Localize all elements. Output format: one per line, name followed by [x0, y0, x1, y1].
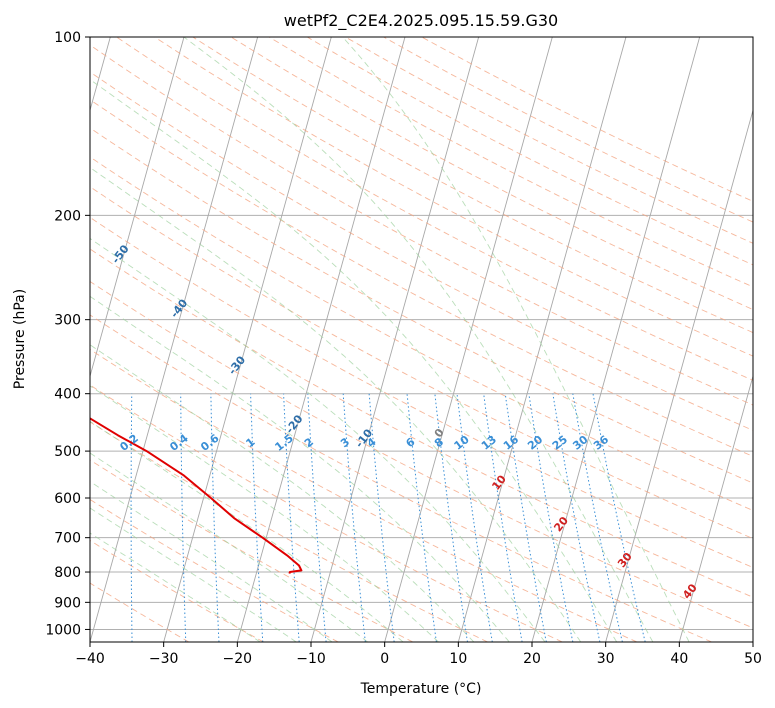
mixing-ratio-line	[552, 393, 601, 642]
axis-ticks: −40 −30 −20 −10 0 10 20 30 40 50 100 200 300 400 500 60…	[45, 30, 762, 667]
mixing-ratio-line	[456, 393, 493, 642]
isotherm-line	[531, 37, 701, 642]
temperature-profile-line	[90, 417, 303, 574]
y-tick-label: 600	[54, 491, 81, 507]
y-tick-label: 800	[54, 565, 81, 581]
x-tick-label: 0	[380, 651, 389, 667]
dry-adiabat	[116, 37, 753, 381]
dry-adiabat	[421, 37, 753, 202]
dry-adiabat	[90, 348, 638, 642]
dry-adiabat	[90, 421, 488, 642]
mixing-ratio-line	[483, 393, 523, 642]
moist-adiabat	[90, 295, 510, 642]
dry-adiabat	[230, 37, 753, 311]
mixing-ratio-line	[528, 393, 574, 642]
background-lines	[82, 37, 753, 642]
x-tick-label: −20	[223, 651, 253, 667]
moist-adiabat	[183, 37, 654, 642]
mixing-ratio-line	[572, 393, 623, 642]
isotherm-line	[163, 37, 332, 642]
dry-adiabat	[90, 44, 753, 406]
dry-adiabat	[307, 37, 753, 266]
plot-frame	[89, 36, 754, 643]
isotherm-line	[752, 640, 753, 642]
isotherm-line	[605, 108, 753, 642]
mixing-ratio-line	[210, 393, 220, 642]
dry-adiabat	[90, 459, 414, 642]
moist-adiabat	[90, 385, 439, 642]
moist-adiabat	[90, 420, 404, 642]
isotherm-line	[90, 37, 259, 642]
isotherm-line	[236, 37, 406, 642]
plot-background	[90, 37, 753, 642]
mixing-ratio-line	[592, 393, 646, 642]
chart-title: wetPf2_C2E4.2025.095.15.59.G30	[284, 11, 558, 31]
mixing-ratio-line	[504, 393, 547, 642]
y-tick-label: 900	[54, 595, 81, 611]
moist-adiabat	[90, 344, 475, 642]
moist-adiabat	[90, 237, 546, 642]
x-tick-label: −30	[149, 651, 179, 667]
mixing-ratio-line	[180, 393, 187, 642]
mixing-ratio-line	[307, 393, 327, 642]
dry-adiabat	[268, 37, 753, 288]
y-tick-label: 100	[54, 30, 81, 46]
isotherm-line	[384, 37, 553, 642]
isotherm-line	[678, 374, 753, 642]
isotherm-line	[90, 37, 185, 378]
dry-adiabat	[154, 37, 753, 357]
y-tick-label: 300	[54, 313, 81, 329]
x-tick-label: 10	[449, 651, 467, 667]
x-tick-label: −40	[75, 651, 105, 667]
x-tick-label: 50	[744, 651, 762, 667]
mixing-ratio-line	[250, 393, 264, 642]
dry-adiabat	[90, 99, 753, 457]
x-axis-label: Temperature (°C)	[360, 681, 482, 697]
mixing-ratio-line	[283, 393, 300, 642]
dry-adiabat	[90, 127, 753, 484]
y-tick-label: 700	[54, 531, 81, 547]
x-tick-label: 20	[523, 651, 541, 667]
moist-adiabat	[342, 37, 690, 642]
mixing-ratio-line	[82, 394, 86, 642]
moist-adiabat	[90, 480, 333, 642]
dry-adiabat	[90, 539, 264, 642]
mixing-ratio-line	[406, 393, 437, 642]
x-tick-label: 30	[597, 651, 615, 667]
isotherm-line	[457, 37, 627, 642]
mixing-ratio-line	[342, 393, 366, 642]
dry-adiabat	[383, 37, 753, 223]
dry-adiabat	[90, 314, 712, 642]
y-tick-label: 500	[54, 444, 81, 460]
profile-lines	[90, 417, 303, 574]
mixing-ratio-line	[368, 393, 395, 642]
y-tick-label: 400	[54, 387, 81, 403]
dry-adiabat	[90, 71, 753, 431]
dry-adiabat	[90, 216, 753, 568]
y-axis-label: Pressure (hPa)	[12, 289, 28, 389]
y-tick-label: 1000	[45, 622, 81, 638]
x-tick-label: 40	[670, 651, 688, 667]
y-tick-label: 200	[54, 208, 81, 224]
mixing-ratio-line	[434, 393, 468, 642]
dry-adiabat	[192, 37, 753, 334]
moist-adiabat	[90, 452, 368, 642]
moist-adiabat	[90, 507, 297, 642]
dry-adiabat	[345, 37, 753, 244]
dry-adiabat	[90, 156, 753, 511]
mixing-ratio-line	[130, 393, 133, 642]
x-tick-label: −10	[296, 651, 326, 667]
